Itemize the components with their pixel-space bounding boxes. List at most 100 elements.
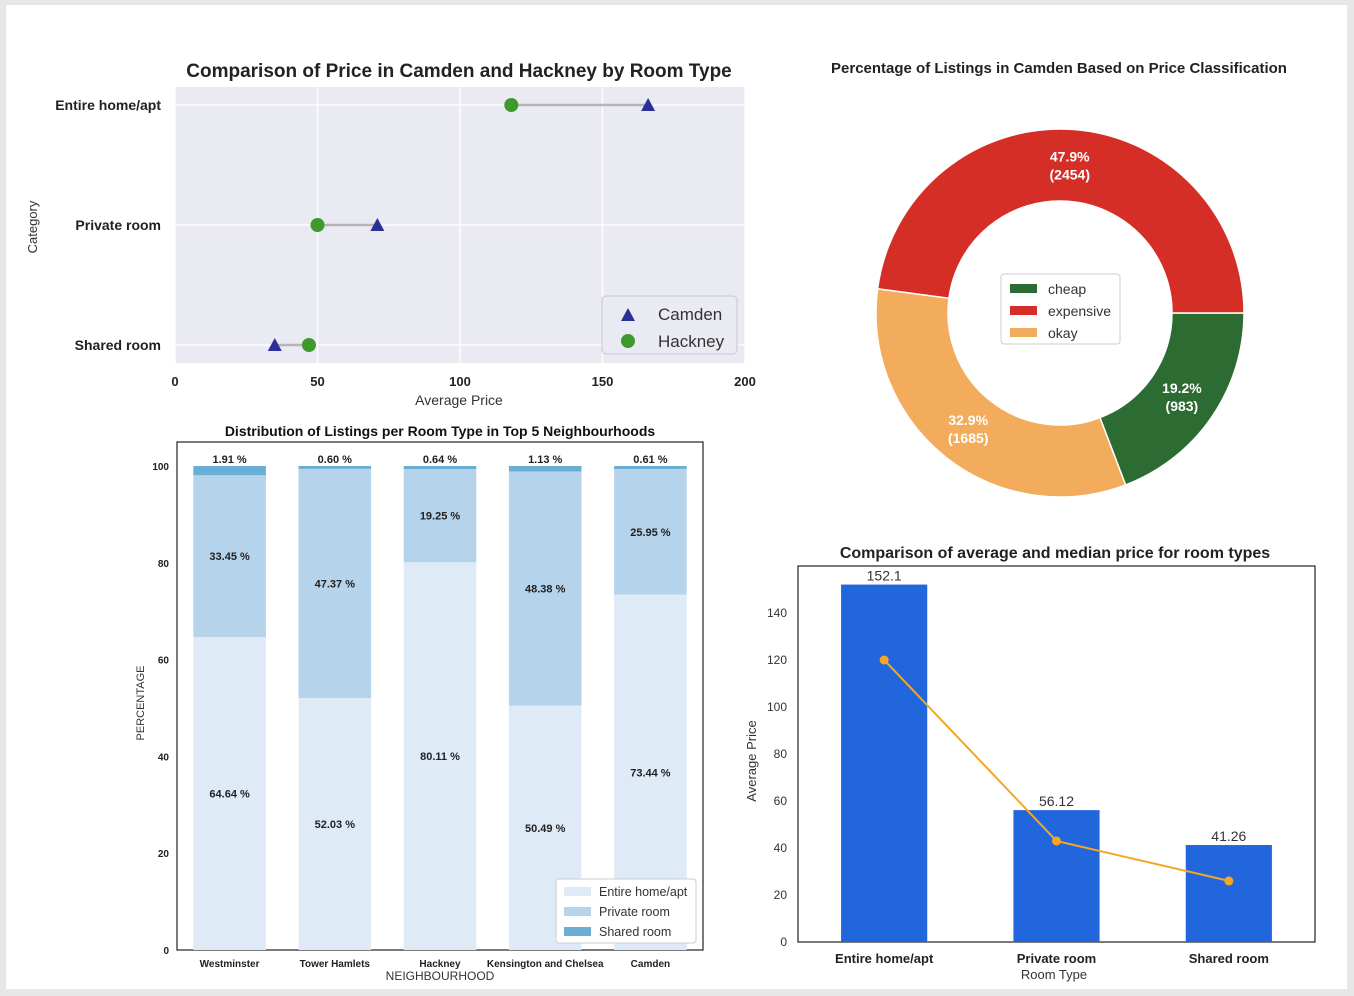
stacked-data-label: 1.13 %	[528, 454, 562, 466]
avgmed-xlabel: Room Type	[1021, 967, 1087, 982]
hackney-point	[504, 98, 519, 112]
stacked-title: Distribution of Listings per Room Type i…	[225, 423, 656, 439]
median-point	[879, 655, 889, 665]
stacked-legend-label: Shared room	[599, 925, 671, 939]
avgmed-ytick-label: 80	[774, 747, 788, 761]
avg-median-chart: Comparison of average and median price f…	[744, 545, 1316, 982]
stacked-data-label: 50.49 %	[525, 823, 566, 835]
stacked-legend-label: Private room	[599, 905, 670, 919]
dumbbell-chart: Comparison of Price in Camden and Hackne…	[25, 61, 756, 408]
avgmed-category-label: Entire home/apt	[835, 951, 934, 966]
donut-legend-swatch	[1010, 306, 1037, 315]
stacked-bar-segment	[298, 466, 372, 469]
stacked-bar-segment	[298, 468, 372, 699]
avgmed-ylabel: Average Price	[744, 720, 759, 801]
stacked-ytick-label: 60	[158, 656, 170, 667]
stacked-data-label: 25.95 %	[630, 527, 671, 539]
donut-title: Percentage of Listings in Camden Based o…	[831, 60, 1287, 77]
dumbbell-xtick-label: 150	[592, 374, 614, 389]
avgmed-ytick-label: 120	[767, 653, 787, 667]
dumbbell-title: Comparison of Price in Camden and Hackne…	[186, 61, 732, 82]
avgmed-ytick-label: 20	[774, 888, 788, 902]
stacked-category-label: Hackney	[419, 959, 461, 970]
donut-pct-label: 19.2%	[1162, 380, 1202, 396]
avgmed-category-label: Private room	[1017, 951, 1096, 966]
avgmed-title: Comparison of average and median price f…	[840, 545, 1270, 562]
stacked-legend-swatch	[564, 887, 591, 896]
legend-label-hackney: Hackney	[658, 332, 725, 351]
stacked-bar-segment	[193, 475, 266, 638]
stacked-bar-segment	[508, 471, 582, 706]
stacked-bar-segment	[298, 698, 372, 950]
avgmed-bar	[1013, 810, 1100, 942]
avgmed-ytick-label: 140	[767, 606, 787, 620]
avgmed-ytick-label: 100	[767, 700, 787, 714]
avgmed-bar-label: 41.26	[1211, 828, 1246, 844]
stacked-bar-segment	[614, 468, 687, 595]
stacked-ylabel: PERCENTAGE	[135, 666, 147, 741]
donut-slice-okay	[875, 287, 1127, 498]
dumbbell-legend-box	[601, 295, 738, 355]
donut-count-label: (1685)	[948, 430, 988, 446]
stacked-data-label: 0.60 %	[318, 454, 352, 466]
stacked-ytick-label: 0	[163, 946, 169, 957]
dumbbell-category-label: Shared room	[75, 337, 161, 353]
stacked-ytick-label: 20	[158, 849, 170, 860]
dumbbell-category-label: Entire home/apt	[55, 97, 161, 113]
legend-circle-icon	[621, 334, 635, 348]
camden-point	[370, 218, 385, 231]
donut-count-label: (983)	[1166, 398, 1199, 414]
donut-chart: Percentage of Listings in Camden Based o…	[831, 60, 1287, 498]
stacked-bar-segment	[403, 469, 477, 563]
donut-pct-label: 47.9%	[1050, 148, 1090, 164]
donut-pct-label: 32.9%	[948, 412, 988, 428]
dumbbell-xtick-label: 50	[310, 374, 324, 389]
avgmed-ytick-label: 0	[780, 935, 787, 949]
median-point	[1224, 876, 1234, 886]
stacked-data-label: 1.91 %	[212, 454, 246, 466]
donut-legend-label: cheap	[1048, 281, 1086, 297]
dumbbell-ylabel: Category	[25, 200, 40, 253]
median-point	[1052, 836, 1061, 846]
legend-triangle-icon	[621, 308, 635, 321]
stacked-bar-segment	[403, 466, 477, 470]
stacked-data-label: 64.64 %	[209, 789, 250, 801]
camden-point	[641, 98, 656, 111]
avgmed-ytick-label: 60	[774, 794, 788, 808]
legend-label-camden: Camden	[658, 305, 722, 324]
avgmed-bar	[841, 584, 928, 942]
stacked-legend-swatch	[564, 927, 591, 936]
dumbbell-xtick-label: 100	[449, 374, 471, 389]
stacked-ytick-label: 80	[158, 559, 170, 570]
stacked-data-label: 19.25 %	[420, 511, 461, 523]
hackney-point	[310, 218, 325, 232]
donut-legend-label: expensive	[1048, 303, 1111, 319]
stacked-bar-segment	[193, 637, 266, 950]
stacked-legend-label: Entire home/apt	[599, 885, 688, 899]
stacked-data-label: 33.45 %	[209, 551, 250, 563]
figure-svg: Comparison of Price in Camden and Hackne…	[25, 60, 1316, 983]
donut-legend-swatch	[1010, 284, 1037, 293]
dumbbell-category-label: Private room	[75, 217, 161, 233]
stacked-bar-chart: Distribution of Listings per Room Type i…	[135, 423, 704, 983]
stacked-ytick-label: 100	[152, 462, 169, 473]
donut-legend-label: okay	[1048, 325, 1078, 341]
avgmed-ytick-label: 40	[774, 841, 788, 855]
stacked-data-label: 0.61 %	[633, 454, 667, 466]
donut-slice-expensive	[876, 128, 1245, 314]
camden-point	[267, 338, 282, 351]
stacked-category-label: Westminster	[200, 959, 260, 970]
donut-legend-swatch	[1010, 328, 1037, 337]
dumbbell-xlabel: Average Price	[415, 392, 503, 408]
stacked-category-label: Camden	[631, 959, 670, 970]
stacked-data-label: 0.64 %	[423, 454, 457, 466]
stacked-data-label: 48.38 %	[525, 584, 566, 596]
stacked-data-label: 47.37 %	[315, 579, 356, 591]
figure-canvas: Comparison of Price in Camden and Hackne…	[6, 5, 1347, 989]
dumbbell-xtick-label: 200	[734, 374, 756, 389]
stacked-data-label: 52.03 %	[315, 819, 356, 831]
avgmed-bar-label: 56.12	[1039, 793, 1074, 809]
avgmed-category-label: Shared room	[1189, 951, 1269, 966]
stacked-legend-swatch	[564, 907, 591, 916]
stacked-category-label: Kensington and Chelsea	[487, 959, 604, 970]
